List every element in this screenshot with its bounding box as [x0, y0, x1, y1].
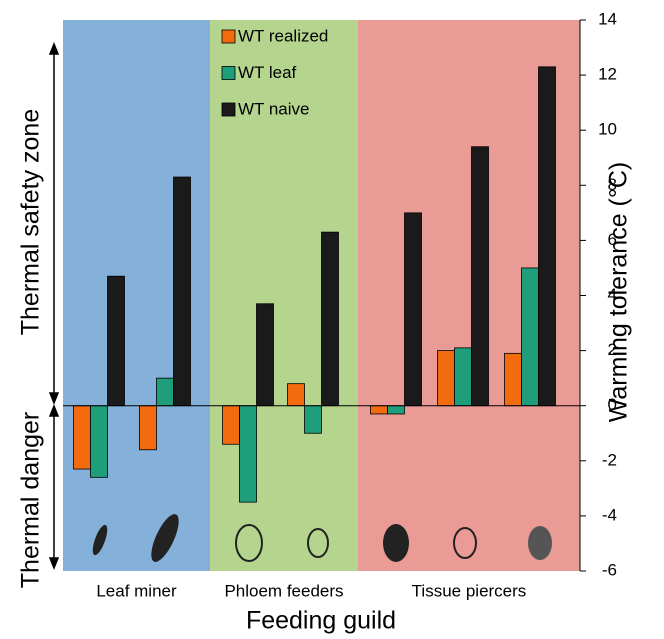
guild-label: Tissue piercers: [412, 581, 527, 600]
bar: [107, 275, 125, 407]
bar: [471, 146, 489, 407]
bar: [454, 347, 472, 407]
bar: [521, 267, 539, 407]
legend-swatch: [221, 29, 236, 44]
bar: [504, 352, 522, 407]
y-tick-label: 2: [608, 340, 617, 359]
insect-icons: [92, 514, 552, 562]
y-tick-label: 6: [608, 230, 617, 249]
legend-label: WT leaf: [238, 63, 297, 82]
y-tick-label: 14: [598, 9, 617, 28]
y-axis-title: Warming tolerance (°C): [605, 162, 633, 423]
legend-swatch: [221, 102, 236, 117]
bar: [173, 176, 191, 407]
bar: [304, 405, 322, 434]
bar: [437, 350, 455, 407]
bar: [404, 212, 422, 407]
bar: [370, 405, 388, 415]
y-tick-label: 10: [598, 120, 617, 139]
y-tick-label: -2: [602, 450, 617, 469]
y-tick-label: 12: [598, 65, 617, 84]
x-axis-title: Feeding guild: [246, 607, 396, 635]
y-tick-label: -4: [602, 505, 617, 524]
bar: [538, 66, 556, 407]
annotation: Thermal safety zone: [17, 109, 45, 336]
bar: [321, 231, 339, 407]
y-tick-label: 4: [608, 285, 617, 304]
bar: [73, 405, 91, 470]
legend-label: WT naive: [238, 99, 310, 118]
bar: [287, 383, 305, 407]
guild-label: Leaf miner: [96, 581, 177, 600]
y-tick-label: -6: [602, 560, 617, 579]
y-tick-label: 8: [608, 175, 617, 194]
bar: [387, 405, 405, 415]
annotation: Thermal danger: [17, 412, 45, 588]
bar: [139, 405, 157, 451]
legend-label: WT realized: [238, 26, 328, 45]
bar: [222, 405, 240, 445]
guild-label: Phloem feeders: [224, 581, 343, 600]
y-tick-label: 0: [608, 395, 617, 414]
bar: [256, 303, 274, 407]
bar: [90, 405, 108, 478]
bar: [156, 377, 174, 407]
legend-swatch: [221, 66, 236, 80]
arrows: [48, 41, 60, 571]
bar: [239, 405, 257, 503]
